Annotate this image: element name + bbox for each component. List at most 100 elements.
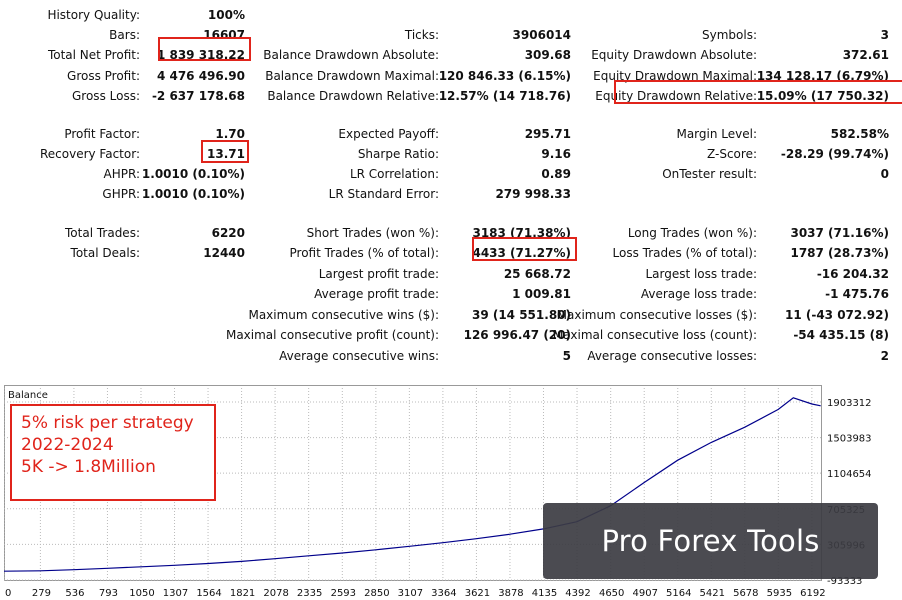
symbols-value: 3: [880, 28, 889, 42]
avg-consec-wins-label: Average consecutive wins:: [279, 349, 439, 363]
ahpr-label: AHPR:: [103, 167, 140, 181]
x-tick-label: 3364: [431, 588, 456, 599]
profit-factor-label: Profit Factor:: [64, 127, 140, 141]
highlight-recovery-factor: [201, 140, 249, 163]
sharpe-ratio-label: Sharpe Ratio:: [357, 147, 439, 161]
avg-profit-value: 1 009.81: [512, 287, 571, 301]
x-tick-label: 5164: [666, 588, 691, 599]
ahpr-value: 1.0010 (0.10%): [141, 167, 245, 181]
ghpr-label: GHPR:: [102, 187, 140, 201]
equity-dd-max-label: Equity Drawdown Maximal:: [593, 69, 757, 83]
x-tick-label: 3878: [498, 588, 523, 599]
maximal-consec-profit-value: 126 996.47 (20): [463, 328, 571, 342]
x-tick-label: 2335: [297, 588, 322, 599]
balance-line: [4, 397, 821, 572]
short-trades-label: Short Trades (won %):: [306, 226, 439, 240]
annotation-line-1: 5% risk per strategy: [21, 413, 194, 433]
ontester-label: OnTester result:: [662, 167, 757, 181]
max-consec-wins-value: 39 (14 551.80): [471, 308, 571, 322]
balance-dd-abs-label: Balance Drawdown Absolute:: [263, 48, 439, 62]
recovery-factor-value: 13.71: [207, 147, 245, 161]
y-tick-label: 1903312: [827, 398, 872, 409]
highlight-total-net-profit: [158, 37, 251, 61]
bars-label: Bars:: [109, 28, 140, 42]
sharpe-ratio-value: 9.16: [541, 147, 571, 161]
total-net-profit-label: Total Net Profit:: [47, 48, 140, 62]
annotation-line-3: 5K -> 1.8Million: [21, 457, 156, 477]
y-tick-label: 1104654: [827, 469, 872, 480]
avg-consec-losses-value: 2: [880, 349, 889, 363]
x-tick-label: 3107: [398, 588, 423, 599]
highlight-equity-dd-relative: [614, 80, 902, 104]
x-tick-label: 1307: [163, 588, 188, 599]
loss-trades-label: Loss Trades (% of total):: [612, 246, 758, 260]
gross-profit-value: 4 476 496.90: [156, 69, 245, 83]
z-score-value: -28.29 (99.74%): [780, 147, 889, 161]
largest-loss-label: Largest loss trade:: [645, 267, 757, 281]
maximal-consec-profit-label: Maximal consecutive profit (count):: [225, 328, 439, 342]
max-consec-losses-value: 11 (-43 072.92): [784, 308, 889, 322]
short-trades-value: 3183 (71.38%): [472, 226, 571, 240]
x-tick-label: 1050: [129, 588, 154, 599]
avg-consec-wins-value: 5: [562, 349, 571, 363]
x-tick-label: 279: [32, 588, 51, 599]
x-tick-label: 1564: [196, 588, 221, 599]
ghpr-value: 1.0010 (0.10%): [141, 187, 245, 201]
max-consec-wins-label: Maximum consecutive wins ($):: [248, 308, 439, 322]
lr-correlation-value: 0.89: [541, 167, 571, 181]
x-tick-label: 3621: [465, 588, 490, 599]
profit-trades-value: 4433 (71.27%): [472, 246, 571, 260]
total-deals-label: Total Deals:: [70, 246, 140, 260]
history-quality-label: History Quality:: [47, 8, 140, 22]
x-tick-label: 0: [5, 588, 11, 599]
maximal-consec-loss-label: Maximal consecutive loss (count):: [552, 328, 757, 342]
x-tick-label: 536: [65, 588, 84, 599]
avg-profit-label: Average profit trade:: [314, 287, 439, 301]
gross-loss-value: -2 637 178.68: [151, 89, 245, 103]
total-trades-label: Total Trades:: [65, 226, 140, 240]
balance-dd-abs-value: 309.68: [524, 48, 571, 62]
x-tick-label: 1821: [230, 588, 255, 599]
total-net-profit-value: 1 839 318.22: [156, 48, 245, 62]
x-tick-label: 4650: [599, 588, 624, 599]
expected-payoff-value: 295.71: [524, 127, 571, 141]
avg-consec-losses-label: Average consecutive losses:: [587, 349, 757, 363]
x-tick-label: 4135: [532, 588, 557, 599]
balance-dd-max-label: Balance Drawdown Maximal:: [265, 69, 439, 83]
loss-trades-value: 1787 (28.73%): [790, 246, 889, 260]
y-tick-label: 1503983: [827, 434, 872, 445]
gross-profit-label: Gross Profit:: [67, 69, 140, 83]
margin-level-label: Margin Level:: [676, 127, 757, 141]
symbols-label: Symbols:: [702, 28, 757, 42]
x-tick-label: 6192: [800, 588, 825, 599]
annotation-line-2: 2022-2024: [21, 435, 114, 455]
y-tick-label: -93333: [827, 576, 862, 587]
chart-title: Balance: [8, 390, 48, 401]
z-score-label: Z-Score:: [707, 147, 757, 161]
total-trades-value: 6220: [211, 226, 245, 240]
annotation-box: 5% risk per strategy 2022-2024 5K -> 1.8…: [10, 404, 216, 501]
gross-loss-label: Gross Loss:: [72, 89, 140, 103]
equity-dd-rel-value: 15.09% (17 750.32): [756, 89, 889, 103]
profit-trades-label: Profit Trades (% of total):: [289, 246, 439, 260]
long-trades-value: 3037 (71.16%): [790, 226, 889, 240]
x-tick-label: 2850: [364, 588, 389, 599]
watermark: Pro Forex Tools: [543, 503, 878, 579]
total-deals-value: 12440: [203, 246, 245, 260]
recovery-factor-label: Recovery Factor:: [39, 147, 140, 161]
avg-loss-value: -1 475.76: [825, 287, 889, 301]
x-tick-label: 2078: [263, 588, 288, 599]
balance-dd-max-value: 120 846.33 (6.15%): [438, 69, 571, 83]
equity-dd-max-value: 134 128.17 (6.79%): [756, 69, 889, 83]
x-tick-label: 4907: [632, 588, 657, 599]
history-quality-value: 100%: [207, 8, 245, 22]
lr-std-error-label: LR Standard Error:: [328, 187, 439, 201]
equity-dd-abs-label: Equity Drawdown Absolute:: [591, 48, 757, 62]
profit-factor-value: 1.70: [215, 127, 245, 141]
expected-payoff-label: Expected Payoff:: [338, 127, 439, 141]
x-tick-label: 5935: [767, 588, 792, 599]
largest-profit-label: Largest profit trade:: [318, 267, 439, 281]
largest-profit-value: 25 668.72: [503, 267, 571, 281]
max-consec-losses-label: Maximum consecutive losses ($):: [556, 308, 757, 322]
avg-loss-label: Average loss trade:: [640, 287, 757, 301]
